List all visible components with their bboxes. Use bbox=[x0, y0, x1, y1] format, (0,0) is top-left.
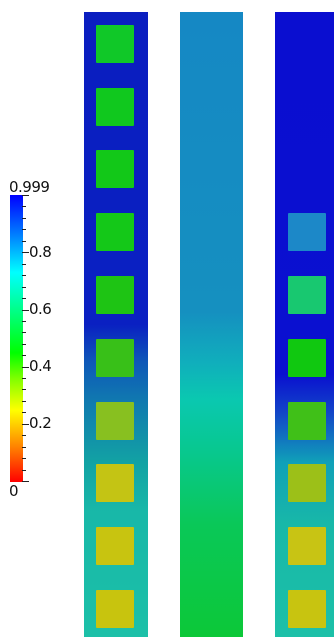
colorbar-tick bbox=[22, 481, 29, 482]
colorbar-minor-tick bbox=[22, 378, 26, 379]
colorbar-gradient bbox=[10, 195, 23, 482]
colorbar-minor-tick bbox=[22, 241, 26, 242]
left-column-cell bbox=[96, 590, 134, 628]
left-column-cell bbox=[96, 150, 134, 188]
colorbar-minor-tick bbox=[22, 401, 26, 402]
colorbar-minor-tick bbox=[22, 298, 26, 299]
colorbar-minor-tick bbox=[22, 218, 26, 219]
left-column-cell bbox=[96, 339, 134, 377]
colorbar-minor-tick bbox=[22, 447, 26, 448]
left-column-cell bbox=[96, 527, 134, 565]
colorbar-minor-tick bbox=[22, 321, 26, 322]
right-column-cell bbox=[288, 464, 326, 502]
right-column-cell bbox=[288, 339, 326, 377]
right-column-cell bbox=[288, 527, 326, 565]
colorbar-minor-tick bbox=[22, 264, 26, 265]
colorbar-minor-tick bbox=[22, 287, 26, 288]
left-column-cell bbox=[96, 213, 134, 251]
colorbar-minor-tick bbox=[22, 206, 26, 207]
colorbar-label-0.6: 0.6 bbox=[29, 300, 52, 318]
colorbar-minor-tick bbox=[22, 344, 26, 345]
colorbar-tick bbox=[22, 310, 29, 311]
colorbar-minor-tick bbox=[22, 275, 26, 276]
colorbar-minor-tick bbox=[22, 458, 26, 459]
colorbar-tick bbox=[22, 252, 29, 253]
colorbar-min-label: 0 bbox=[9, 482, 19, 500]
left-column-cell bbox=[96, 25, 134, 63]
colorbar-max-label: 0.999 bbox=[9, 178, 50, 196]
colorbar-minor-tick bbox=[22, 389, 26, 390]
colorbar-minor-tick bbox=[22, 412, 26, 413]
right-column-cell bbox=[288, 590, 326, 628]
left-column-cell bbox=[96, 276, 134, 314]
right-column-cell bbox=[288, 276, 326, 314]
colorbar-tick bbox=[22, 195, 29, 196]
colorbar-tick bbox=[22, 367, 29, 368]
colorbar-minor-tick bbox=[22, 470, 26, 471]
colorbar-label-0.4: 0.4 bbox=[29, 357, 52, 375]
left-column-cell bbox=[96, 88, 134, 126]
colorbar-minor-tick bbox=[22, 332, 26, 333]
colorbar-label-0.2: 0.2 bbox=[29, 414, 52, 432]
colorbar-minor-tick bbox=[22, 435, 26, 436]
left-column-cell bbox=[96, 402, 134, 440]
left-column-cell bbox=[96, 464, 134, 502]
middle-column bbox=[180, 12, 243, 637]
colorbar-tick bbox=[22, 424, 29, 425]
right-column-cell bbox=[288, 402, 326, 440]
colorbar-minor-tick bbox=[22, 355, 26, 356]
right-column-cell bbox=[288, 213, 326, 251]
colorbar-label-0.8: 0.8 bbox=[29, 243, 52, 261]
colorbar-minor-tick bbox=[22, 229, 26, 230]
